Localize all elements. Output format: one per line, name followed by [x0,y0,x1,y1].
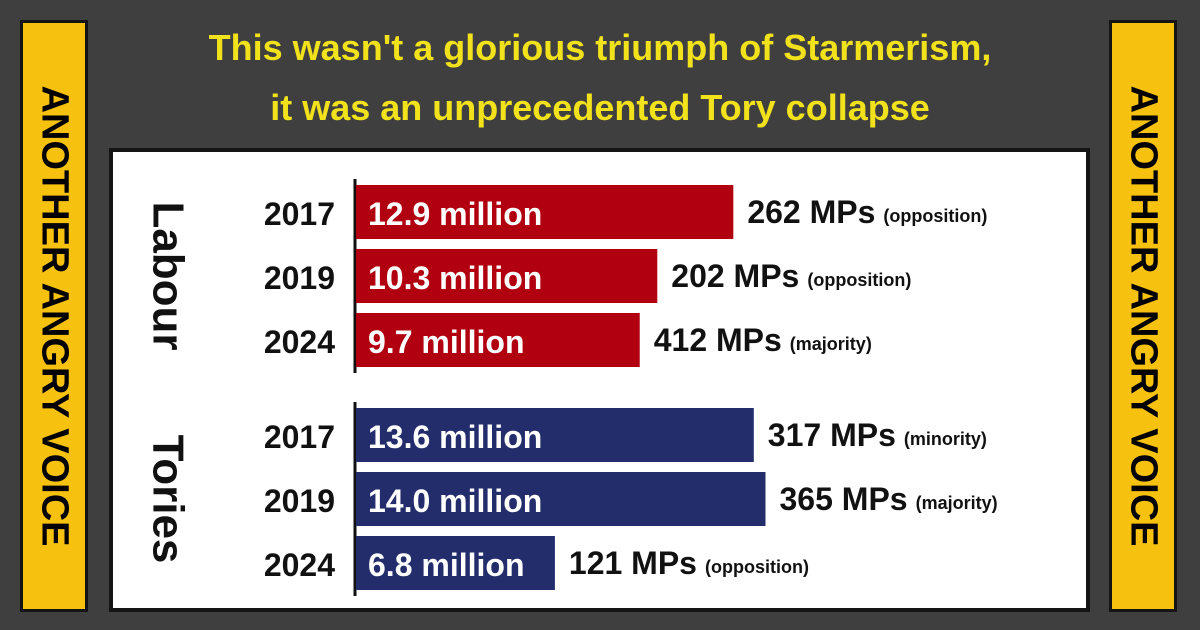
status-label: (majority) [790,334,872,354]
bar-tories-2019 [356,472,766,526]
group-label-labour: Labour [144,201,193,350]
year-label: 2019 [264,483,335,519]
headline-line-1: This wasn't a glorious triumph of Starme… [208,27,992,68]
votes-label: 13.6 million [368,419,542,455]
left-banner-text: ANOTHER ANGRY VOICE [33,85,76,547]
status-label: (opposition) [807,270,911,290]
mps-label: 365 MPs [780,481,908,517]
votes-label: 6.8 million [368,547,524,583]
vote-bar-chart: Labour 2017 12.9 million 262 MPs (opposition… [144,179,998,596]
status-label: (minority) [904,429,987,449]
left-banner: ANOTHER ANGRY VOICE [20,20,88,612]
right-banner-text: ANOTHER ANGRY VOICE [1122,85,1165,547]
mps-label: 317 MPs [768,417,896,453]
headline-line-2: it was an unprecedented Tory collapse [270,87,930,128]
right-banner: ANOTHER ANGRY VOICE [1109,20,1177,612]
mps-label: 202 MPs [671,258,799,294]
status-label: (opposition) [883,206,987,226]
mps-label: 262 MPs [747,194,875,230]
year-label: 2024 [264,547,335,583]
year-label: 2017 [264,196,335,232]
status-label: (majority) [916,493,998,513]
chart-panel: Labour 2017 12.9 million 262 MPs (opposition… [109,148,1090,612]
votes-label: 10.3 million [368,260,542,296]
year-label: 2024 [264,324,335,360]
bar-tories-2017 [356,408,754,462]
group-label-tories: Tories [144,435,193,564]
votes-label: 9.7 million [368,324,524,360]
bar-labour-2019 [356,249,658,303]
year-label: 2017 [264,419,335,455]
mps-label: 412 MPs [654,322,782,358]
bar-labour-2017 [356,185,734,239]
bar-labour-2024 [356,313,640,367]
mps-label: 121 MPs [569,545,697,581]
year-label: 2019 [264,260,335,296]
status-label: (opposition) [705,557,809,577]
votes-label: 14.0 million [368,483,542,519]
votes-label: 12.9 million [368,196,542,232]
bar-tories-2024 [356,536,555,590]
